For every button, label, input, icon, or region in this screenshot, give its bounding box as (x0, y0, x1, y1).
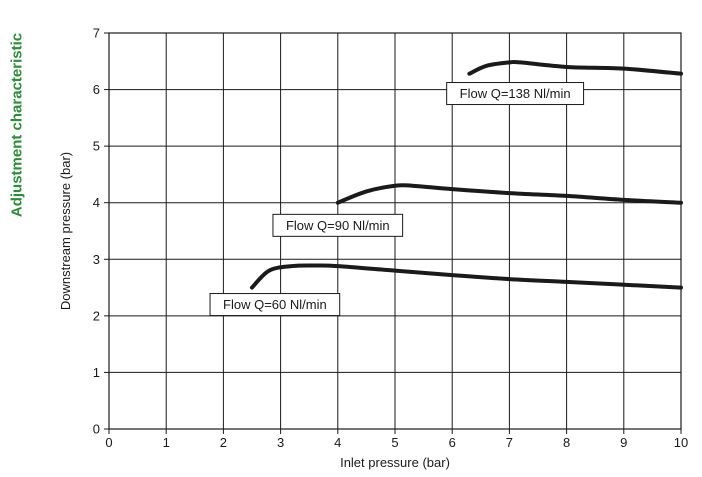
y-tick-label: 5 (93, 139, 100, 154)
y-ticks: 0 1 2 3 4 5 6 7 (93, 26, 109, 437)
y-tick-label: 0 (93, 422, 100, 437)
x-ticks: 0 1 2 3 4 5 6 7 8 9 10 (105, 429, 688, 450)
series-label-text: Flow Q=90 Nl/min (286, 218, 390, 233)
x-tick-label: 2 (220, 435, 227, 450)
series-label-box (209, 293, 341, 317)
x-axis-label: Inlet pressure (bar) (340, 455, 450, 470)
x-tick-label: 1 (163, 435, 170, 450)
y-tick-label: 6 (93, 82, 100, 97)
series-label-box (446, 82, 585, 106)
series-label-0: Flow Q=60 Nl/min (209, 293, 341, 317)
x-tick-label: 0 (105, 435, 112, 450)
x-tick-label: 5 (391, 435, 398, 450)
y-tick-label: 3 (93, 252, 100, 267)
x-tick-label: 4 (334, 435, 341, 450)
y-axis-label: Downstream pressure (bar) (58, 152, 73, 310)
x-tick-label: 10 (674, 435, 688, 450)
y-tick-label: 7 (93, 26, 100, 41)
y-tick-label: 2 (93, 308, 100, 323)
series-line-0 (250, 263, 683, 290)
x-tick-label: 6 (449, 435, 456, 450)
x-tick-label: 8 (563, 435, 570, 450)
series-labels: Flow Q=60 Nl/min Flow Q=90 Nl/min Flow Q=1… (209, 82, 585, 317)
series-label-box (272, 213, 404, 237)
series-label-text: Flow Q=60 Nl/min (223, 297, 327, 312)
series-label-text: Flow Q=138 Nl/min (460, 86, 571, 101)
x-tick-label: 9 (620, 435, 627, 450)
series-lines (250, 59, 683, 290)
series-line-1 (335, 183, 683, 205)
x-tick-label: 7 (506, 435, 513, 450)
series-label-2: Flow Q=138 Nl/min (446, 82, 585, 106)
y-tick-label: 4 (93, 195, 100, 210)
series-label-1: Flow Q=90 Nl/min (272, 213, 404, 237)
x-tick-label: 3 (277, 435, 284, 450)
y-tick-label: 1 (93, 365, 100, 380)
series-line-2 (467, 59, 683, 76)
